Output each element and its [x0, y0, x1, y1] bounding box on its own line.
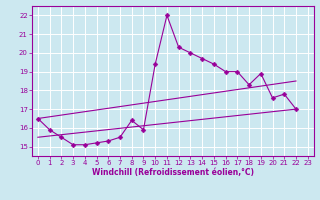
X-axis label: Windchill (Refroidissement éolien,°C): Windchill (Refroidissement éolien,°C) — [92, 168, 254, 177]
